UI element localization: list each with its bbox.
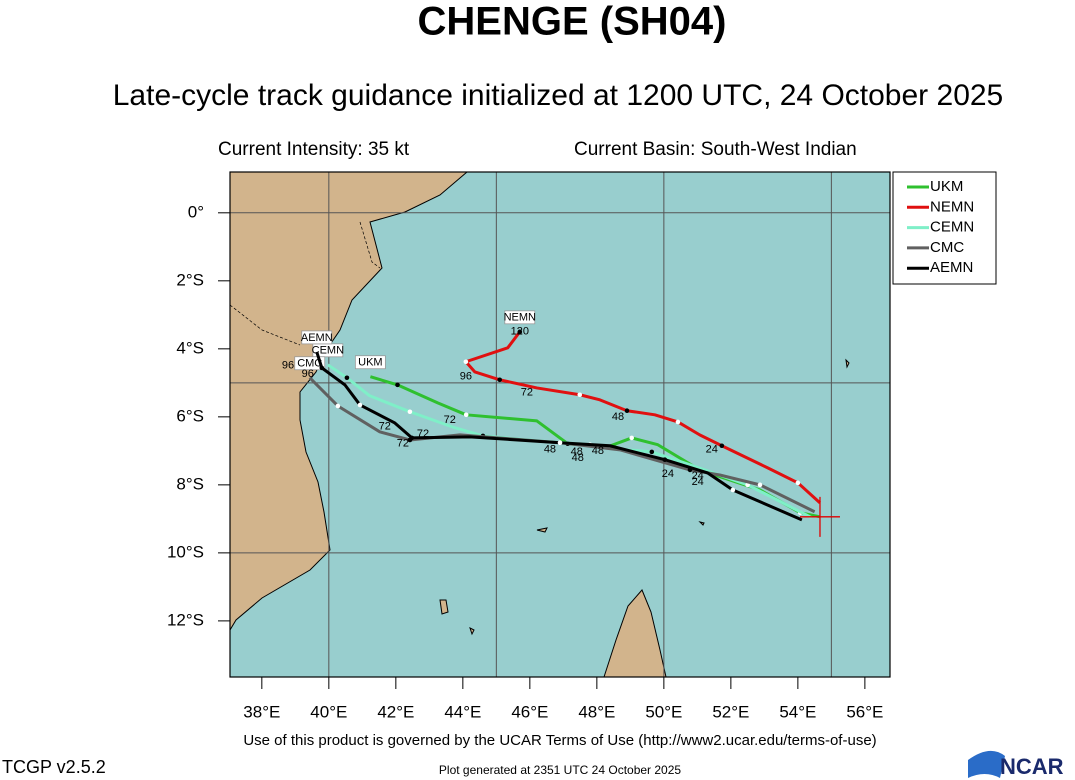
track-point bbox=[745, 482, 750, 488]
track-end-label: AEMN bbox=[301, 332, 333, 344]
x-tick-label: 42°E bbox=[377, 702, 414, 721]
terms: Use of this product is governed by the U… bbox=[243, 732, 876, 749]
africa bbox=[230, 172, 468, 631]
legend-label: CEMN bbox=[930, 219, 974, 236]
y-tick-label: 0° bbox=[188, 202, 204, 221]
track-point bbox=[675, 419, 681, 425]
track-point bbox=[719, 443, 725, 449]
track-point bbox=[577, 392, 583, 398]
ncar-logo: NCAR bbox=[1000, 754, 1064, 779]
track-point bbox=[624, 408, 630, 414]
legend-label: CMC bbox=[930, 239, 964, 256]
track-point bbox=[395, 382, 400, 388]
madagascar bbox=[603, 589, 667, 677]
y-tick-label: 8°S bbox=[176, 474, 204, 493]
track-point bbox=[357, 402, 363, 408]
track-point bbox=[649, 449, 655, 455]
hour-label: 24 bbox=[662, 468, 674, 480]
legend-label: NEMN bbox=[930, 198, 974, 215]
track-point bbox=[757, 482, 763, 488]
map-area: 24 48 72 UKM 24 48 72 96 120 NEMN 48 72 CEMN 24 48 72 96… bbox=[230, 172, 890, 677]
track-end-label: CMC bbox=[297, 358, 322, 370]
x-tick-label: 46°E bbox=[511, 702, 548, 721]
border bbox=[230, 221, 381, 346]
islands bbox=[439, 358, 850, 636]
track-point bbox=[409, 435, 415, 441]
track-point bbox=[662, 457, 668, 462]
y-tick-label: 10°S bbox=[167, 542, 204, 561]
legend-label: UKM bbox=[930, 178, 963, 195]
x-tick-label: 54°E bbox=[779, 702, 816, 721]
track-end-label: UKM bbox=[358, 357, 382, 369]
axes: 38°E 40°E 42°E 44°E 46°E 48°E 50°E 52°E 54°E 56°E… bbox=[167, 202, 883, 721]
generated: Plot generated at 2351 UTC 24 October 20… bbox=[439, 763, 681, 777]
x-tick-label: 44°E bbox=[444, 702, 481, 721]
x-tick-label: 56°E bbox=[846, 702, 883, 721]
hour-label: 24 bbox=[706, 444, 718, 456]
track-point bbox=[407, 409, 413, 415]
track-end-label: NEMN bbox=[504, 312, 536, 324]
track-point bbox=[319, 365, 325, 371]
track-line bbox=[464, 330, 821, 504]
hour-label: 48 bbox=[612, 411, 624, 423]
hour-label: 96 bbox=[282, 360, 294, 372]
track-end-box bbox=[354, 355, 386, 370]
track-point bbox=[463, 359, 469, 365]
track-point bbox=[463, 412, 469, 418]
track-point bbox=[629, 435, 634, 441]
hour-label: 48 bbox=[572, 452, 584, 464]
track-point bbox=[795, 480, 801, 486]
x-tick-label: 48°E bbox=[578, 702, 615, 721]
track-end-box bbox=[301, 330, 333, 345]
x-tick-label: 52°E bbox=[712, 702, 749, 721]
hour-label: 96 bbox=[460, 371, 472, 383]
hour-label: 120 bbox=[511, 326, 529, 338]
legend-entries: UKM NEMN CEMN CMC AEMN bbox=[907, 178, 974, 276]
track-point bbox=[335, 403, 341, 409]
tracks: 24 48 72 UKM 24 48 72 96 120 NEMN 48 72 CEMN 24 48 72 96… bbox=[282, 310, 840, 537]
track-point bbox=[344, 375, 350, 381]
current-position bbox=[799, 496, 840, 537]
y-tick-label: 2°S bbox=[176, 270, 204, 289]
hour-label: 72 bbox=[397, 438, 409, 450]
hour-label: 72 bbox=[444, 414, 456, 426]
x-tick-label: 50°E bbox=[645, 702, 682, 721]
intensity: Current Intensity: 35 kt bbox=[218, 139, 410, 160]
hour-label: 24 bbox=[692, 470, 704, 482]
track-end-box bbox=[294, 356, 326, 371]
hour-label: 96 bbox=[302, 368, 314, 380]
track-point bbox=[497, 377, 502, 383]
basin: Current Basin: South-West Indian bbox=[574, 139, 857, 160]
y-tick-label: 12°S bbox=[167, 610, 204, 629]
frame bbox=[229, 171, 891, 678]
hour-label: 48 bbox=[592, 445, 604, 457]
y-tick-label: 4°S bbox=[176, 338, 204, 357]
track-point bbox=[517, 329, 523, 335]
hour-label: 48 bbox=[544, 444, 556, 456]
subtitle: Late-cycle track guidance initialized at… bbox=[113, 79, 1004, 112]
version: TCGP v2.5.2 bbox=[2, 757, 106, 777]
hour-label: 24 bbox=[692, 476, 704, 488]
y-tick-label: 6°S bbox=[176, 406, 204, 425]
hour-label: 72 bbox=[521, 387, 533, 399]
hour-label: 72 bbox=[379, 421, 391, 433]
track-point bbox=[730, 487, 736, 493]
track-end-label: CEMN bbox=[312, 345, 344, 357]
title: CHENGE (SH04) bbox=[418, 0, 727, 44]
hour-label: 48 bbox=[571, 446, 583, 458]
ncar-logo-mark bbox=[968, 750, 1005, 778]
x-tick-label: 40°E bbox=[310, 702, 347, 721]
track-line bbox=[315, 351, 803, 522]
x-tick-label: 38°E bbox=[243, 702, 280, 721]
legend: UKM NEMN CEMN CMC AEMN bbox=[892, 171, 997, 285]
track-point bbox=[557, 440, 563, 445]
track-end-box bbox=[504, 310, 536, 325]
legend-label: AEMN bbox=[930, 259, 973, 276]
